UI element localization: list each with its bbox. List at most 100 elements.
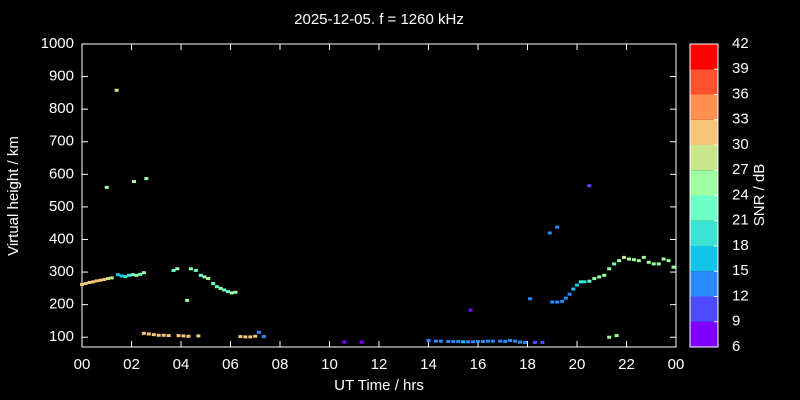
colorbar-tick-label: 42 — [732, 35, 749, 52]
echo-point — [83, 281, 88, 285]
echo-point — [571, 287, 576, 291]
y-tick-label: 300 — [49, 263, 74, 280]
colorbar-band — [690, 170, 718, 196]
echo-point — [567, 292, 572, 296]
echo-point — [229, 291, 234, 295]
echo-point — [651, 262, 656, 266]
echo-point — [105, 277, 110, 281]
colorbar-tick-label: 12 — [732, 287, 749, 304]
echo-point — [582, 280, 587, 284]
echo-point — [188, 267, 193, 271]
echo-point — [426, 338, 431, 342]
echo-point — [451, 339, 456, 343]
x-tick-label: 04 — [173, 356, 190, 373]
colorbar-band — [690, 44, 718, 70]
echo-point — [233, 290, 238, 294]
y-tick-label: 1000 — [41, 35, 74, 52]
echo-point — [461, 340, 466, 344]
colorbar-tick-label: 39 — [732, 60, 749, 77]
echo-point — [587, 184, 592, 188]
echo-point — [151, 333, 156, 337]
y-tick-label: 200 — [49, 296, 74, 313]
echo-point — [109, 276, 114, 280]
y-tick-label: 500 — [49, 198, 74, 215]
echo-point — [612, 262, 617, 266]
echo-point — [527, 297, 532, 301]
x-tick-label: 08 — [272, 356, 289, 373]
echo-point — [144, 177, 149, 181]
echo-point — [134, 273, 139, 277]
echo-point — [607, 335, 612, 339]
echo-point — [666, 259, 671, 263]
x-tick-label: 22 — [618, 356, 635, 373]
echo-point — [617, 259, 622, 263]
echo-point — [471, 340, 476, 344]
echo-point — [508, 338, 513, 342]
echo-point — [186, 334, 191, 338]
echo-point — [646, 260, 651, 264]
echo-point — [602, 273, 607, 277]
echo-point — [131, 179, 136, 183]
colorbar-tick-label: 6 — [732, 338, 740, 355]
echo-point — [80, 282, 84, 286]
echo-point — [607, 267, 612, 271]
echo-point — [550, 300, 555, 304]
echo-point — [575, 283, 579, 287]
echo-point — [171, 268, 176, 272]
echo-point — [518, 340, 523, 344]
echo-point — [214, 285, 219, 289]
colorbar-tick-label: 21 — [732, 212, 749, 229]
echo-point — [130, 273, 135, 277]
echo-point — [641, 255, 646, 259]
echo-point — [256, 330, 261, 334]
colorbar-tick-label: 18 — [732, 237, 749, 254]
echo-point — [176, 334, 181, 338]
echo-point — [563, 296, 568, 300]
echo-point — [433, 339, 438, 343]
echo-point — [587, 279, 592, 283]
chart-title: 2025-12-05. f = 1260 kHz — [294, 11, 464, 28]
echo-point — [468, 308, 473, 312]
echo-point — [243, 335, 248, 339]
echo-point — [476, 339, 480, 343]
echo-point — [218, 286, 223, 290]
colorbar-tick-label: 36 — [732, 85, 749, 102]
echo-point — [485, 339, 490, 343]
x-tick-label: 18 — [519, 356, 536, 373]
colorbar-tick-label: 30 — [732, 136, 749, 153]
echo-point — [196, 334, 201, 338]
colorbar-band — [690, 220, 718, 246]
colorbar-band — [690, 145, 718, 171]
echo-point — [503, 339, 508, 343]
echo-point — [622, 255, 627, 259]
y-tick-label: 800 — [49, 100, 74, 117]
colorbar-band — [690, 94, 718, 120]
echo-point — [193, 268, 198, 272]
echo-point — [156, 333, 161, 337]
echo-point — [547, 231, 552, 235]
echo-point — [181, 334, 186, 338]
echo-point — [146, 332, 151, 336]
x-tick-label: 06 — [222, 356, 239, 373]
x-tick-label: 00 — [668, 356, 685, 373]
echo-point — [119, 274, 124, 278]
y-axis-label: Virtual height / km — [5, 136, 22, 256]
echo-point — [185, 298, 190, 302]
echo-point — [523, 340, 528, 344]
x-tick-label: 10 — [321, 356, 338, 373]
colorbar-tick-label: 33 — [732, 111, 749, 128]
echo-point — [138, 272, 143, 276]
echo-point — [555, 300, 560, 304]
echo-point — [597, 275, 602, 279]
echo-point — [202, 275, 207, 279]
x-tick-label: 16 — [470, 356, 487, 373]
echo-point — [226, 290, 231, 294]
echo-point — [123, 275, 128, 279]
colorbar-tick-label: 27 — [732, 161, 749, 178]
echo-point — [198, 273, 203, 277]
colorbar-tick-label: 9 — [732, 313, 740, 330]
echo-point — [342, 340, 347, 344]
colorbar-band — [690, 246, 718, 272]
colorbar-band — [690, 321, 718, 347]
